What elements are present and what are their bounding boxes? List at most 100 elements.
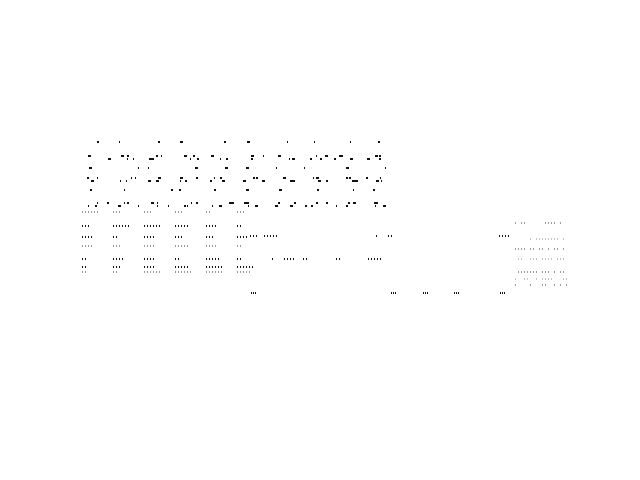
pixel-mark [97, 202, 98, 204]
pixel-mark [149, 158, 152, 160]
pixel-mark [336, 258, 337, 260]
pixel-mark [548, 278, 549, 280]
pixel-mark [218, 271, 219, 273]
pixel-mark [252, 266, 253, 268]
pixel-mark [542, 258, 543, 260]
pixel-mark [153, 236, 154, 238]
pixel-mark [187, 245, 188, 247]
pixel-mark [225, 167, 228, 169]
pixel-mark [94, 211, 95, 213]
pixel-mark [551, 238, 552, 240]
pixel-mark [505, 235, 506, 237]
pixel-mark [209, 225, 210, 227]
pixel-mark [247, 141, 250, 143]
pixel-mark [180, 177, 183, 179]
pixel-mark [92, 180, 94, 182]
pixel-mark [326, 180, 328, 182]
pixel-mark [85, 266, 86, 268]
pixel-mark [124, 189, 125, 191]
pixel-mark [381, 180, 382, 182]
pixel-mark [536, 238, 537, 240]
pixel-mark [158, 177, 161, 179]
pixel-mark [240, 236, 241, 238]
pixel-mark [209, 236, 210, 238]
pixel-mark [515, 284, 516, 286]
pixel-mark [127, 155, 129, 157]
pixel-mark [374, 258, 375, 260]
pixel-mark [82, 245, 83, 247]
pixel-mark [379, 158, 381, 160]
pixel-mark [91, 245, 92, 247]
pixel-mark [187, 225, 188, 227]
pixel-mark [151, 158, 154, 160]
pixel-mark [181, 245, 182, 247]
pixel-mark [246, 189, 249, 191]
pixel-mark [376, 235, 377, 237]
pixel-mark [175, 245, 176, 247]
pixel-mark [212, 225, 213, 227]
pixel-mark [116, 211, 117, 213]
pixel-mark [237, 258, 238, 260]
pixel-mark [150, 225, 151, 227]
pixel-mark [82, 211, 83, 213]
pixel-mark [310, 158, 312, 160]
pixel-mark [156, 271, 157, 273]
pixel-mark [179, 189, 181, 191]
pixel-mark [159, 225, 160, 227]
pixel-mark [273, 235, 274, 237]
pixel-mark [502, 292, 503, 294]
pixel-mark [212, 271, 213, 273]
pixel-mark [548, 238, 549, 240]
pixel-mark [284, 258, 285, 260]
pixel-mark [178, 236, 179, 238]
pixel-mark [88, 225, 89, 227]
pixel-mark [311, 205, 313, 207]
pixel-mark [530, 238, 531, 240]
pixel-mark [237, 236, 238, 238]
pixel-mark [551, 258, 552, 260]
pixel-mark [508, 235, 509, 237]
pixel-mark [184, 266, 185, 268]
pixel-mark [144, 271, 145, 273]
pixel-mark [212, 258, 213, 260]
pixel-mark [215, 258, 216, 260]
pixel-mark [545, 222, 546, 224]
pixel-mark [305, 205, 307, 207]
pixel-mark [334, 158, 336, 160]
pixel-mark [378, 141, 380, 143]
pixel-mark [150, 271, 151, 273]
pixel-mark [138, 167, 139, 169]
pixel-mark [150, 258, 151, 260]
pixel-mark [157, 202, 158, 204]
pixel-mark [353, 189, 354, 191]
pixel-mark [190, 158, 191, 160]
pixel-mark [304, 167, 305, 169]
pixel-mark [153, 245, 154, 247]
pixel-mark [527, 278, 528, 280]
pixel-mark [388, 235, 389, 237]
pixel-mark [196, 177, 198, 179]
pixel-mark [391, 292, 392, 294]
pixel-mark [515, 248, 516, 250]
pixel-mark [253, 177, 255, 179]
pixel-mark [256, 235, 257, 237]
pixel-mark [237, 266, 238, 268]
pixel-mark [563, 278, 564, 280]
pixel-mark [554, 284, 555, 286]
pixel-mark [88, 236, 89, 238]
pixel-mark [563, 248, 564, 250]
pixel-mark [237, 245, 238, 247]
pixel-mark [290, 180, 293, 182]
pixel-mark [108, 158, 111, 160]
pixel-mark [181, 266, 182, 268]
pixel-mark [113, 266, 114, 268]
pixel-mark [116, 271, 117, 273]
pixel-mark [150, 211, 151, 213]
pixel-mark [560, 271, 561, 273]
pixel-mark [195, 167, 198, 169]
pixel-mark [521, 271, 522, 273]
pixel-mark [181, 271, 182, 273]
pixel-mark [211, 155, 213, 157]
pixel-mark [521, 248, 522, 250]
pixel-mark [178, 266, 179, 268]
